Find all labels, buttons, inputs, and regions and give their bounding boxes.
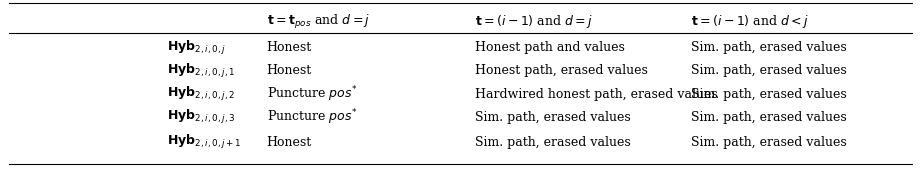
Text: $\mathbf{Hyb}_{2,i,0,j,1}$: $\mathbf{Hyb}_{2,i,0,j,1}$ (167, 62, 236, 80)
Text: Honest: Honest (266, 136, 312, 149)
Text: Sim. path, erased values: Sim. path, erased values (692, 41, 847, 54)
Text: $\mathbf{t} = \mathbf{t}_{\mathit{pos}}$ and $d = j$: $\mathbf{t} = \mathbf{t}_{\mathit{pos}}$… (266, 13, 370, 31)
Text: Sim. path, erased values: Sim. path, erased values (475, 136, 631, 149)
Text: Honest path and values: Honest path and values (475, 41, 624, 54)
Text: $\mathbf{Hyb}_{2,i,0,j+1}$: $\mathbf{Hyb}_{2,i,0,j+1}$ (167, 133, 242, 151)
Text: $\mathbf{Hyb}_{2,i,0,j,3}$: $\mathbf{Hyb}_{2,i,0,j,3}$ (167, 108, 236, 126)
Text: $\mathbf{Hyb}_{2,i,0,j,2}$: $\mathbf{Hyb}_{2,i,0,j,2}$ (167, 85, 236, 103)
Text: $\mathbf{t} = (i-1)$ and $d < j$: $\mathbf{t} = (i-1)$ and $d < j$ (692, 13, 810, 30)
Text: Honest: Honest (266, 41, 312, 54)
Text: Puncture $\mathit{pos}^{*}$: Puncture $\mathit{pos}^{*}$ (266, 108, 358, 127)
Text: Puncture $\mathit{pos}^{*}$: Puncture $\mathit{pos}^{*}$ (266, 84, 358, 104)
Text: Honest path, erased values: Honest path, erased values (475, 64, 647, 77)
Text: Sim. path, erased values: Sim. path, erased values (692, 88, 847, 101)
Text: Sim. path, erased values: Sim. path, erased values (692, 111, 847, 124)
Text: $\mathbf{Hyb}_{2,i,0,j}$: $\mathbf{Hyb}_{2,i,0,j}$ (167, 39, 227, 56)
Text: Sim. path, erased values: Sim. path, erased values (475, 111, 631, 124)
Text: Honest: Honest (266, 64, 312, 77)
Text: Sim. path, erased values: Sim. path, erased values (692, 136, 847, 149)
Text: Sim. path, erased values: Sim. path, erased values (692, 64, 847, 77)
Text: $\mathbf{t} = (i-1)$ and $d = j$: $\mathbf{t} = (i-1)$ and $d = j$ (475, 13, 593, 30)
Text: Hardwired honest path, erased values: Hardwired honest path, erased values (475, 88, 717, 101)
